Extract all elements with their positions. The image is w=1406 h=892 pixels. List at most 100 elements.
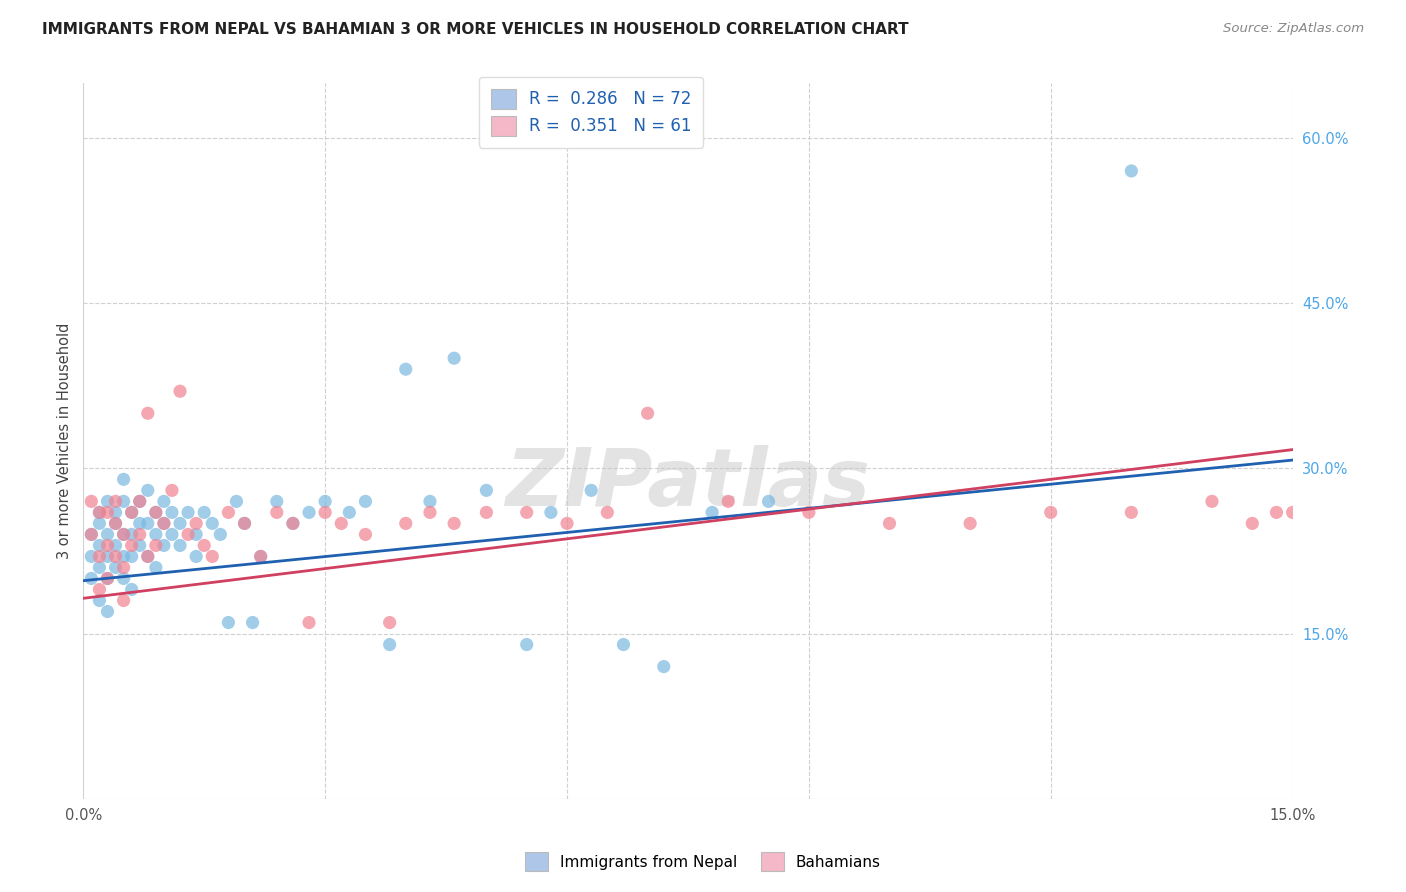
- Point: [186, 516, 208, 531]
- Point: [121, 505, 143, 519]
- Point: [96, 538, 118, 552]
- Point: [177, 527, 200, 541]
- Point: [145, 505, 167, 519]
- Point: [879, 516, 901, 531]
- Point: [136, 483, 159, 498]
- Point: [612, 638, 634, 652]
- Text: IMMIGRANTS FROM NEPAL VS BAHAMIAN 3 OR MORE VEHICLES IN HOUSEHOLD CORRELATION CH: IMMIGRANTS FROM NEPAL VS BAHAMIAN 3 OR M…: [42, 22, 908, 37]
- Point: [112, 572, 135, 586]
- Point: [104, 516, 127, 531]
- Point: [193, 538, 215, 552]
- Point: [959, 516, 981, 531]
- Point: [153, 516, 176, 531]
- Point: [330, 516, 353, 531]
- Point: [169, 516, 191, 531]
- Point: [89, 505, 111, 519]
- Point: [717, 494, 740, 508]
- Point: [443, 351, 465, 366]
- Point: [169, 384, 191, 399]
- Point: [1121, 505, 1143, 519]
- Point: [419, 505, 441, 519]
- Point: [225, 494, 247, 508]
- Point: [96, 527, 118, 541]
- Point: [104, 560, 127, 574]
- Point: [201, 516, 224, 531]
- Point: [104, 549, 127, 564]
- Point: [378, 615, 401, 630]
- Point: [104, 494, 127, 508]
- Point: [153, 516, 176, 531]
- Point: [186, 549, 208, 564]
- Point: [136, 406, 159, 420]
- Point: [540, 505, 562, 519]
- Point: [80, 527, 103, 541]
- Point: [700, 505, 723, 519]
- Point: [354, 527, 377, 541]
- Point: [233, 516, 256, 531]
- Point: [96, 549, 118, 564]
- Point: [112, 560, 135, 574]
- Point: [298, 505, 321, 519]
- Legend: R =  0.286   N = 72, R =  0.351   N = 61: R = 0.286 N = 72, R = 0.351 N = 61: [479, 77, 703, 147]
- Point: [298, 615, 321, 630]
- Text: Source: ZipAtlas.com: Source: ZipAtlas.com: [1223, 22, 1364, 36]
- Point: [475, 483, 498, 498]
- Point: [249, 549, 271, 564]
- Point: [121, 549, 143, 564]
- Point: [1265, 505, 1288, 519]
- Point: [112, 527, 135, 541]
- Point: [758, 494, 780, 508]
- Point: [128, 494, 150, 508]
- Point: [121, 538, 143, 552]
- Point: [797, 505, 820, 519]
- Point: [233, 516, 256, 531]
- Point: [80, 527, 103, 541]
- Point: [516, 638, 538, 652]
- Point: [160, 505, 183, 519]
- Point: [153, 494, 176, 508]
- Point: [266, 494, 288, 508]
- Point: [1362, 494, 1385, 508]
- Point: [217, 615, 239, 630]
- Point: [136, 549, 159, 564]
- Point: [89, 582, 111, 597]
- Point: [136, 516, 159, 531]
- Point: [443, 516, 465, 531]
- Legend: Immigrants from Nepal, Bahamians: Immigrants from Nepal, Bahamians: [519, 847, 887, 877]
- Point: [249, 549, 271, 564]
- Point: [314, 505, 336, 519]
- Point: [112, 472, 135, 486]
- Point: [128, 527, 150, 541]
- Point: [121, 527, 143, 541]
- Point: [89, 505, 111, 519]
- Point: [80, 549, 103, 564]
- Point: [186, 527, 208, 541]
- Point: [160, 483, 183, 498]
- Point: [89, 593, 111, 607]
- Point: [112, 527, 135, 541]
- Point: [1201, 494, 1223, 508]
- Point: [337, 505, 360, 519]
- Point: [281, 516, 304, 531]
- Point: [104, 538, 127, 552]
- Point: [121, 505, 143, 519]
- Point: [96, 505, 118, 519]
- Point: [314, 494, 336, 508]
- Point: [1241, 516, 1264, 531]
- Point: [136, 549, 159, 564]
- Point: [104, 516, 127, 531]
- Point: [419, 494, 441, 508]
- Point: [128, 494, 150, 508]
- Point: [242, 615, 264, 630]
- Point: [281, 516, 304, 531]
- Point: [1298, 494, 1320, 508]
- Point: [209, 527, 232, 541]
- Point: [395, 362, 418, 376]
- Point: [121, 582, 143, 597]
- Point: [177, 505, 200, 519]
- Point: [145, 505, 167, 519]
- Point: [1281, 505, 1303, 519]
- Point: [145, 538, 167, 552]
- Point: [217, 505, 239, 519]
- Point: [145, 560, 167, 574]
